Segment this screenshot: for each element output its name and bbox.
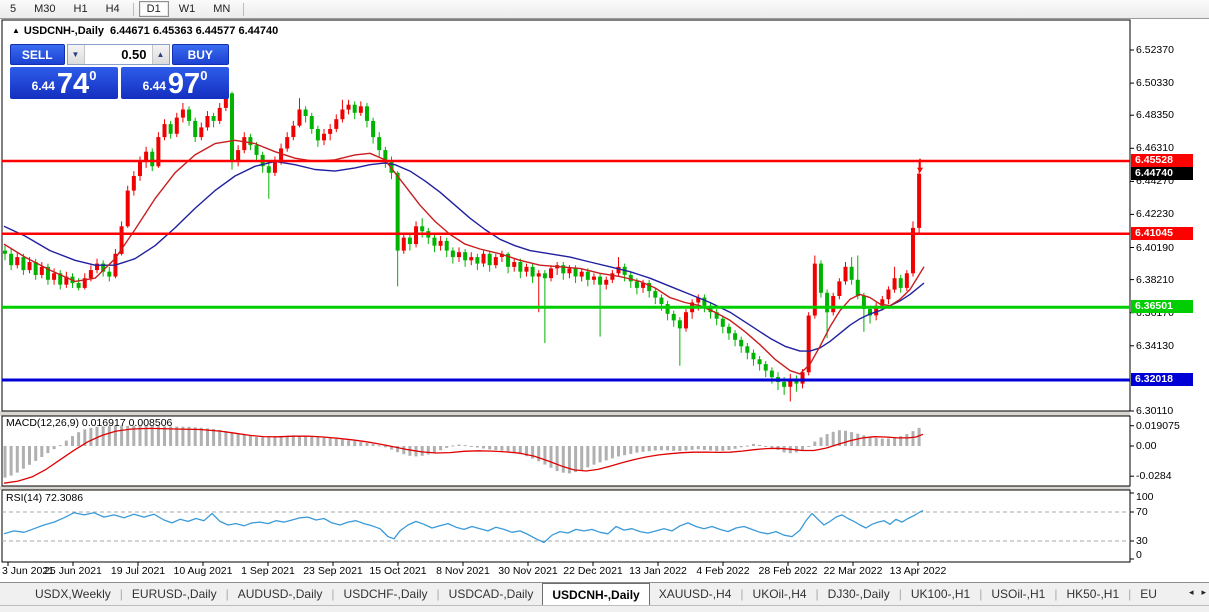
- status-bar: [0, 605, 1209, 612]
- macd-axis-label: 0.00: [1136, 440, 1157, 452]
- chart-tab-eu[interactable]: EU: [1140, 587, 1157, 601]
- volume-input[interactable]: [84, 45, 152, 64]
- chart-tab-dj30-daily[interactable]: DJ30-,Daily: [827, 587, 890, 601]
- price-level-badge: 6.44740: [1131, 166, 1193, 180]
- sell-price-tile[interactable]: 6.44 74 0: [10, 67, 118, 99]
- date-label: 13 Apr 2022: [889, 565, 947, 577]
- date-label: 23 Sep 2021: [303, 565, 363, 577]
- chart-tab-usdcad-daily[interactable]: USDCAD-,Daily: [448, 587, 534, 601]
- date-label: 10 Aug 2021: [173, 565, 233, 577]
- tab-separator: |: [436, 587, 440, 601]
- tab-separator: |: [1128, 587, 1132, 601]
- sell-button[interactable]: SELL: [10, 44, 65, 65]
- chart-tab-xauusd-h4[interactable]: XAUUSD-,H4: [658, 587, 732, 601]
- date-label: 19 Jul 2021: [110, 565, 166, 577]
- chart-tab-audusd-daily[interactable]: AUDUSD-,Daily: [237, 587, 323, 601]
- chart-symbol: USDCNH-,Daily: [23, 25, 104, 37]
- chart-tab-eurusd-daily[interactable]: EURUSD-,Daily: [131, 587, 217, 601]
- timeframe-button-w1[interactable]: W1: [178, 3, 196, 15]
- date-label: 22 Mar 2022: [823, 565, 883, 577]
- price-level-badge: 6.45528: [1131, 153, 1193, 167]
- volume-increase-button[interactable]: ▲: [151, 45, 169, 64]
- chart-tab-usdchf-daily[interactable]: USDCHF-,Daily: [343, 587, 428, 601]
- chart-tab-usdcnh-daily[interactable]: USDCNH-,Daily: [542, 583, 650, 605]
- buy-price-sup: 0: [200, 68, 208, 83]
- price-level-badge: 6.32018: [1131, 373, 1193, 387]
- sell-price-sup: 0: [89, 68, 97, 83]
- date-label: 28 Feb 2022: [758, 565, 818, 577]
- price-level-badge: 6.41045: [1131, 226, 1193, 240]
- rsi-axis-label: 100: [1136, 491, 1154, 503]
- price-axis-label: 6.40190: [1136, 241, 1174, 254]
- price-axis-label: 6.50330: [1136, 77, 1174, 90]
- date-label: 30 Nov 2021: [498, 565, 558, 577]
- toolbar-separator: [243, 2, 245, 16]
- price-axis-label: 6.38210: [1136, 273, 1174, 286]
- macd-label: MACD(12,26,9) 0.016917 0.008506: [6, 417, 173, 429]
- date-label: 1 Sep 2021: [241, 565, 295, 577]
- chart-tab-ukoil-h4[interactable]: UKOil-,H4: [752, 587, 807, 601]
- date-label: 15 Oct 2021: [369, 565, 427, 577]
- rsi-axis-label: 70: [1136, 506, 1148, 518]
- buy-price-big: 97: [167, 68, 201, 100]
- rsi-axis-label: 0: [1136, 549, 1142, 561]
- timeframe-button-m30[interactable]: M30: [34, 3, 56, 15]
- chart-title: ▲ USDCNH-,Daily 6.44671 6.45363 6.44577 6.…: [12, 25, 278, 37]
- date-label: 8 Nov 2021: [436, 565, 490, 577]
- date-label: 13 Jan 2022: [629, 565, 687, 577]
- volume-stepper: ▼ ▲: [66, 44, 170, 65]
- tab-separator: |: [898, 587, 902, 601]
- buy-price-tile[interactable]: 6.44 97 0: [121, 67, 229, 99]
- date-label: 3 Jun 2021: [2, 565, 54, 577]
- tab-separator: |: [119, 587, 123, 601]
- timeframe-button-d1[interactable]: D1: [138, 1, 169, 17]
- toolbar-separator: [132, 2, 134, 16]
- tab-separator: |: [979, 587, 983, 601]
- tab-separator: |: [225, 587, 229, 601]
- price-axis-label: 6.52370: [1136, 44, 1174, 56]
- price-axis-label: 6.30110: [1136, 404, 1174, 417]
- macd-axis-label: 0.019075: [1136, 419, 1180, 432]
- macd-axis-label: -0.0284: [1136, 470, 1172, 483]
- tab-scroll-right-icon[interactable]: ▸: [1201, 587, 1206, 597]
- date-label: 4 Feb 2022: [696, 565, 750, 577]
- chart-tab-uk100-h1[interactable]: UK100-,H1: [910, 587, 971, 601]
- sell-price-big: 74: [56, 68, 90, 100]
- tab-separator: |: [1054, 587, 1058, 601]
- price-level-badge: 6.36501: [1131, 300, 1193, 314]
- timeframe-toolbar: 5 M30 H1 H4 D1 W1 MN: [0, 0, 1209, 19]
- chart-ohlc-values: 6.44671 6.45363 6.44577 6.44740: [110, 25, 279, 37]
- rsi-label: RSI(14) 72.3086: [6, 492, 84, 504]
- buy-button[interactable]: BUY: [171, 44, 229, 65]
- chart-tab-bar: USDX,Weekly | EURUSD-,Daily | AUDUSD-,Daily |…: [0, 582, 1209, 605]
- timeframe-button-h4[interactable]: H4: [105, 3, 120, 15]
- timeframe-button-5[interactable]: 5: [10, 3, 17, 15]
- one-click-trading-panel: SELL ▼ ▲ BUY 6.44 74 0 6.44 97 0: [10, 44, 229, 99]
- timeframe-button-h1[interactable]: H1: [73, 3, 88, 15]
- volume-decrease-button[interactable]: ▼: [67, 45, 85, 64]
- collapse-triangle-icon[interactable]: ▲: [12, 26, 20, 35]
- date-label: 22 Dec 2021: [563, 565, 623, 577]
- tab-separator: |: [740, 587, 744, 601]
- price-axis-label: 6.48350: [1136, 109, 1174, 122]
- timeframe-button-mn[interactable]: MN: [213, 3, 231, 15]
- price-axis-label: 6.34130: [1136, 339, 1174, 352]
- price-axis-label: 6.42230: [1136, 208, 1174, 221]
- chart-tab-hk50-h1[interactable]: HK50-,H1: [1066, 587, 1120, 601]
- tab-separator: |: [815, 587, 819, 601]
- chart-tab-usdx-weekly[interactable]: USDX,Weekly: [35, 587, 111, 601]
- tab-separator: |: [331, 587, 335, 601]
- date-label: 25 Jun 2021: [44, 565, 102, 577]
- sell-price-prefix: 6.44: [31, 79, 55, 93]
- price-axis-label: 6.46310: [1136, 142, 1174, 155]
- tab-scroll-buttons: ◂ ▸: [1189, 587, 1206, 598]
- buy-price-prefix: 6.44: [142, 79, 166, 93]
- chart-tab-usoil-h1[interactable]: USOil-,H1: [991, 587, 1046, 601]
- tab-scroll-left-icon[interactable]: ◂: [1188, 587, 1194, 597]
- rsi-axis-label: 30: [1136, 535, 1148, 547]
